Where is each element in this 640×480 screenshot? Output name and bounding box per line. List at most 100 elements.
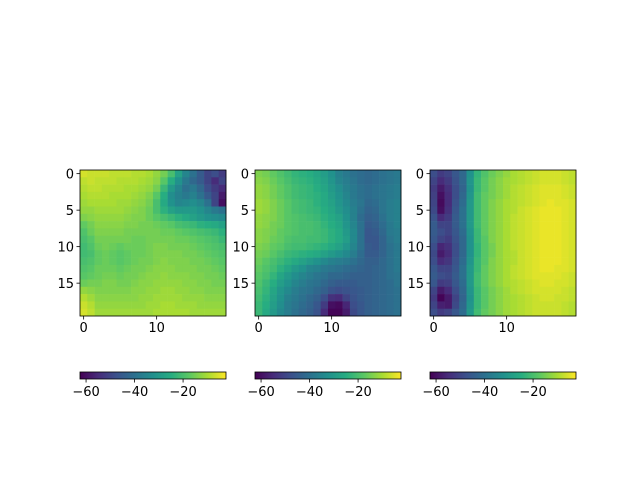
heatmap-cell xyxy=(167,272,176,280)
heatmap-cell xyxy=(262,221,270,229)
heatmap-cell xyxy=(269,286,278,295)
heatmap-cell xyxy=(101,177,110,185)
heatmap-cell xyxy=(123,308,132,317)
heatmap-cell xyxy=(495,257,504,266)
heatmap-cell xyxy=(313,199,321,207)
heatmap-cell xyxy=(204,301,212,309)
heatmap-cell xyxy=(561,257,569,266)
heatmap-cell xyxy=(145,213,154,222)
heatmap-cell xyxy=(80,221,88,229)
heatmap-cell xyxy=(138,272,146,280)
heatmap-cell xyxy=(503,213,511,222)
heatmap-cell xyxy=(532,264,540,273)
heatmap-cell xyxy=(138,213,146,222)
heatmap-cell xyxy=(517,264,526,273)
heatmap-cell xyxy=(298,228,307,236)
heatmap-cell xyxy=(386,177,394,185)
heatmap-cell xyxy=(495,191,504,200)
heatmap-cell xyxy=(481,206,489,215)
heatmap-cell xyxy=(131,308,139,317)
heatmap-cell xyxy=(466,301,475,309)
heatmap-cell xyxy=(131,257,139,266)
heatmap-cell xyxy=(371,235,380,244)
heatmap-cell xyxy=(524,177,533,185)
heatmap-cell xyxy=(204,250,212,258)
heatmap-cell xyxy=(262,184,270,193)
heatmap-cell xyxy=(349,257,358,266)
heatmap-cell xyxy=(430,221,438,229)
heatmap-cell xyxy=(357,272,365,280)
heatmap-cell xyxy=(349,264,358,273)
heatmap-cell xyxy=(495,221,504,229)
heatmap-cell xyxy=(138,170,146,178)
heatmap-cell xyxy=(335,170,343,178)
heatmap-cell xyxy=(386,294,394,302)
heatmap-cell xyxy=(503,250,511,258)
heatmap-cell xyxy=(262,228,270,236)
heatmap-cell xyxy=(430,191,438,200)
heatmap-cell xyxy=(189,301,198,309)
heatmap-cell xyxy=(306,235,314,244)
heatmap-cell xyxy=(167,264,176,273)
heatmap-cell xyxy=(393,235,402,244)
heatmap-cell xyxy=(80,264,88,273)
heatmap-cell xyxy=(342,308,351,317)
heatmap-cell xyxy=(568,221,577,229)
heatmap-cell xyxy=(174,213,183,222)
heatmap-cell xyxy=(430,206,438,215)
heatmap-cell xyxy=(80,272,88,280)
y-tick-label: 0 xyxy=(241,168,249,183)
heatmap-cell xyxy=(386,301,394,309)
heatmap-cell xyxy=(131,286,139,295)
heatmap-cell xyxy=(532,191,540,200)
heatmap-cell xyxy=(371,264,380,273)
heatmap-cell xyxy=(524,243,533,251)
heatmap-cell xyxy=(196,199,205,207)
heatmap-cell xyxy=(101,301,110,309)
heatmap-cell xyxy=(255,184,263,193)
heatmap-cell xyxy=(153,213,161,222)
heatmap-cell xyxy=(87,191,95,200)
heatmap-cell xyxy=(167,243,176,251)
heatmap-cell xyxy=(131,250,139,258)
heatmap-cell xyxy=(524,264,533,273)
heatmap-cell xyxy=(364,264,373,273)
heatmap-cell xyxy=(342,206,351,215)
heatmap-cell xyxy=(357,170,365,178)
heatmap-cell xyxy=(182,308,190,317)
colorbar-tick-label: −60 xyxy=(422,385,449,400)
heatmap-cell xyxy=(371,286,380,295)
heatmap-cell xyxy=(138,301,146,309)
heatmap-cell xyxy=(451,308,460,317)
heatmap-cell xyxy=(371,170,380,178)
heatmap-cell xyxy=(116,308,125,317)
heatmap-cell xyxy=(313,184,321,193)
heatmap-cell xyxy=(481,213,489,222)
heatmap-cell xyxy=(357,308,365,317)
heatmap-cell xyxy=(313,213,321,222)
heatmap-cell xyxy=(517,257,526,266)
heatmap-cell xyxy=(87,279,95,288)
heatmap-cell xyxy=(306,257,314,266)
y-tick-label: 5 xyxy=(66,204,74,219)
heatmap-cell xyxy=(94,206,103,215)
heatmap-cell xyxy=(379,228,387,236)
heatmap-cell xyxy=(451,250,460,258)
heatmap-cell xyxy=(182,243,190,251)
heatmap-cell xyxy=(386,221,394,229)
heatmap-cell xyxy=(495,250,504,258)
heatmap-cell xyxy=(204,177,212,185)
heatmap-cell xyxy=(153,235,161,244)
heatmap-cell xyxy=(262,177,270,185)
heatmap-cell xyxy=(196,294,205,302)
heatmap-cell xyxy=(554,308,562,317)
heatmap-cell xyxy=(320,221,329,229)
axes-frame xyxy=(429,169,577,317)
heatmap-cell xyxy=(459,177,467,185)
heatmap-cell xyxy=(342,272,351,280)
heatmap-cell xyxy=(524,206,533,215)
heatmap-cell xyxy=(437,250,445,258)
heatmap-cell xyxy=(524,235,533,244)
heatmap-cell xyxy=(269,243,278,251)
heatmap-cell xyxy=(145,308,154,317)
